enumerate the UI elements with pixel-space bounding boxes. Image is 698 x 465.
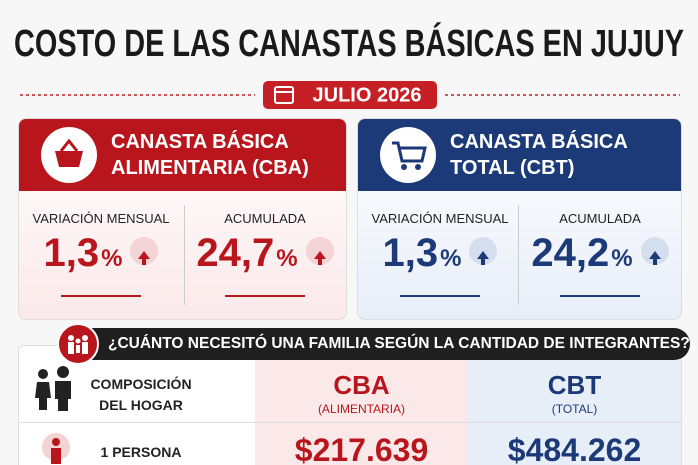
- metric-value: 24,7%: [185, 231, 345, 276]
- metric-label: ACUMULADA: [224, 211, 306, 226]
- card-title: TOTAL (CBT): [450, 157, 575, 179]
- question-bar: ¿CUÁNTO NECESITÓ UNA FAMILIA SEGÚN LA CA…: [62, 328, 690, 360]
- family-icon: [35, 366, 71, 411]
- value: 1,3: [43, 231, 100, 275]
- up-arrow: [469, 237, 498, 266]
- family-badge: [57, 323, 99, 365]
- underline: [225, 295, 305, 297]
- underline: [61, 295, 141, 297]
- card-header: CANASTA BÁSICA TOTAL (CBT): [358, 119, 681, 191]
- column-subheader: (TOTAL): [551, 402, 598, 416]
- unit: %: [276, 245, 298, 272]
- metric-value: 1,3%: [21, 231, 181, 276]
- cart-icon: [380, 127, 436, 183]
- metric-value: 24,2%: [520, 231, 680, 276]
- card-header: CANASTA BÁSICA ALIMENTARIA (CBA): [19, 119, 346, 191]
- metric-label: VARIACIÓN MENSUAL: [32, 211, 170, 226]
- column-header: COMPOSICIÓN DEL HOGAR: [90, 376, 192, 413]
- table: COMPOSICIÓN DEL HOGAR CBA (ALIMENTARIA) …: [18, 345, 682, 465]
- column-header: CBA: [333, 370, 390, 400]
- up-arrow: [640, 237, 669, 266]
- column-subheader: (ALIMENTARIA): [317, 402, 406, 416]
- cbt-amount: $484.262: [507, 432, 642, 465]
- title: COSTO DE LAS CANASTAS BÁSICAS EN JUJUY: [14, 21, 684, 65]
- unit: %: [101, 245, 123, 272]
- basket-icon: [41, 127, 97, 183]
- up-arrow: [130, 237, 159, 266]
- value: 1,3: [382, 231, 439, 275]
- date: JULIO 2026: [313, 84, 422, 106]
- row-label: 1 PERSONA: [100, 444, 182, 460]
- card-title: CANASTA BÁSICA: [450, 131, 628, 153]
- cba-card: CANASTA BÁSICA ALIMENTARIA (CBA) VARIACIÓ…: [18, 118, 347, 320]
- date-badge: [263, 81, 437, 109]
- metric-label: VARIACIÓN MENSUAL: [371, 211, 509, 226]
- underline: [400, 295, 480, 297]
- person-icon: [42, 433, 70, 464]
- up-arrow: [305, 237, 334, 266]
- cbt-card: CANASTA BÁSICA TOTAL (CBT) VARIACIÓN MENS…: [357, 118, 682, 320]
- metric-label: ACUMULADA: [559, 211, 641, 226]
- card-title: CANASTA BÁSICA: [111, 131, 289, 153]
- unit: %: [611, 245, 633, 272]
- cba-amount: $217.639: [294, 432, 429, 465]
- value: 24,2: [531, 231, 610, 275]
- unit: %: [440, 245, 462, 272]
- calendar-icon: [274, 86, 294, 104]
- metric-value: 1,3%: [360, 231, 520, 276]
- underline: [560, 295, 640, 297]
- question: ¿CUÁNTO NECESITÓ UNA FAMILIA SEGÚN LA CA…: [108, 335, 690, 352]
- header: COSTO DE LAS CANASTAS BÁSICAS EN JUJUY J…: [14, 21, 684, 109]
- card-title: ALIMENTARIA (CBA): [111, 157, 309, 179]
- value: 24,7: [196, 231, 275, 275]
- column-header: CBT: [547, 370, 602, 400]
